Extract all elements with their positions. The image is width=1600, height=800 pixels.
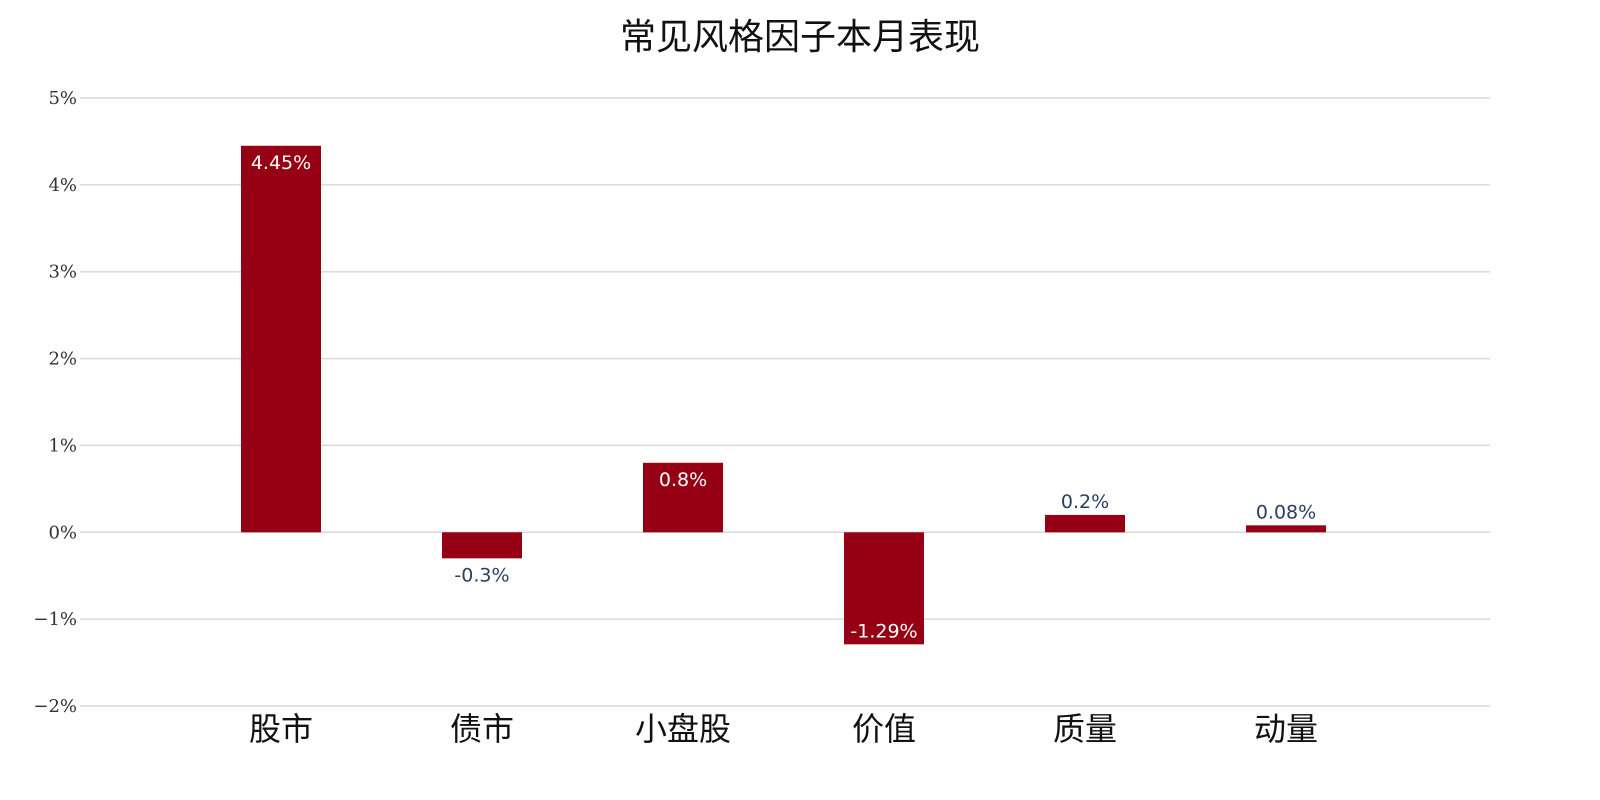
bar <box>844 532 924 645</box>
bar <box>1246 525 1326 533</box>
bars <box>241 145 1326 645</box>
y-axis-ticks: 5% 4% 3% 2% 1% 0% −1% −2% <box>33 88 77 717</box>
data-label: 0.2% <box>1061 491 1109 513</box>
data-label: 0.8% <box>659 469 707 491</box>
y-tick-label: 4% <box>48 175 77 196</box>
data-label: -1.29% <box>850 620 917 642</box>
data-labels: 4.45% -0.3% 0.8% -1.29% 0.2% 0.08% <box>251 152 1316 643</box>
y-tick-label: 3% <box>48 262 77 283</box>
y-tick-label: 1% <box>48 435 77 456</box>
y-tick-label: 0% <box>48 522 77 543</box>
data-label: -0.3% <box>454 564 509 586</box>
x-tick-label: 质量 <box>1053 710 1117 748</box>
x-tick-label: 小盘股 <box>635 710 731 748</box>
data-label: 0.08% <box>1256 501 1316 523</box>
y-tick-label: −1% <box>33 609 77 630</box>
bar <box>442 532 522 559</box>
bar <box>241 145 321 533</box>
x-tick-label: 股市 <box>249 710 313 748</box>
x-tick-label: 债市 <box>450 710 514 748</box>
data-label: 4.45% <box>251 152 311 174</box>
y-tick-label: 2% <box>48 349 77 370</box>
bar <box>1045 514 1125 533</box>
x-axis-ticks: 股市 债市 小盘股 价值 质量 动量 <box>249 710 1318 748</box>
x-tick-label: 价值 <box>852 710 916 748</box>
bar <box>643 462 723 533</box>
x-tick-label: 动量 <box>1254 710 1318 748</box>
y-tick-label: −2% <box>33 696 77 717</box>
y-tick-label: 5% <box>48 88 77 109</box>
chart-title: 常见风格因子本月表现 <box>619 17 980 58</box>
